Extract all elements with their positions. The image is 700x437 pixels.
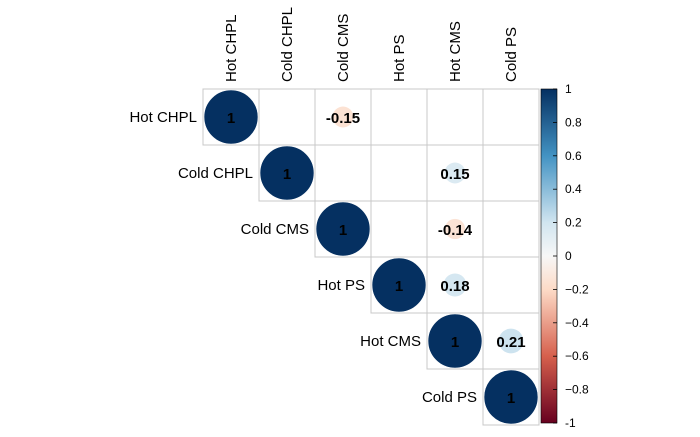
legend-tick-label: 0: [565, 249, 572, 263]
correlation-value-label: 1: [507, 390, 515, 407]
correlation-value-label: 1: [283, 166, 291, 183]
correlation-circle-cold-chpl-hot-cms: [444, 162, 466, 184]
correlation-value-label: 0.21: [496, 334, 525, 351]
grid-cell: [482, 200, 540, 258]
correlation-value-label: 1: [339, 222, 347, 239]
correlation-circle-hot-chpl-cold-cms: [332, 106, 354, 128]
grid-cell: [370, 200, 428, 258]
row-label-cold-ps: Cold PS: [422, 389, 477, 406]
column-label-hot-ps: Hot PS: [391, 34, 408, 82]
column-labels: Hot CHPL Cold CHPL Cold CMS Hot PS Hot CMS Co…: [223, 7, 520, 82]
column-label-hot-cms: Hot CMS: [447, 21, 464, 82]
correlation-circle-hot-cms-hot-cms: [427, 313, 483, 369]
row-label-hot-chpl: Hot CHPL: [129, 109, 197, 126]
grid-cell: [370, 88, 428, 146]
correlation-circle-cold-chpl-cold-chpl: [259, 145, 315, 201]
correlation-value-label: 0.18: [440, 278, 469, 295]
correlation-circle-hot-ps-hot-cms: [443, 273, 467, 297]
grid-cell: [482, 88, 540, 146]
row-label-hot-cms: Hot CMS: [360, 333, 421, 350]
correlation-value-label: 1: [395, 278, 403, 295]
correlation-value-label: -0.14: [438, 222, 473, 239]
grid-cells: [202, 88, 540, 426]
color-legend: 1 0.8 0.6 0.4 0.2 0 −0.2 −0.4 −0.6 −0.8 -1: [540, 82, 589, 430]
column-label-cold-chpl: Cold CHPL: [279, 7, 296, 82]
legend-tick-label: 0.2: [565, 216, 582, 230]
legend-tick-label: 0.6: [565, 149, 582, 163]
row-label-hot-ps: Hot PS: [317, 277, 365, 294]
grid-cell: [482, 144, 540, 202]
grid-cell: [426, 88, 484, 146]
correlation-circle-hot-cms-cold-ps: [498, 328, 524, 354]
legend-tick-label: −0.6: [565, 349, 589, 363]
grid-cell: [482, 256, 540, 314]
correlation-circle-cold-cms-hot-cms: [444, 218, 466, 240]
legend-tick-label: -1: [565, 416, 576, 430]
legend-tick-label: 0.4: [565, 182, 582, 196]
grid-cell: [258, 88, 316, 146]
correlation-values: 1 -0.15 1 0.15 1 -0.14 1 0.18 1 0.21 1: [227, 110, 526, 407]
correlation-circle-hot-chpl-hot-chpl: [203, 89, 259, 145]
grid-cell: [482, 368, 540, 426]
correlation-value-label: -0.15: [326, 110, 360, 127]
row-labels: Hot CHPL Cold CHPL Cold CMS Hot PS Hot CMS Co…: [129, 109, 477, 406]
column-label-hot-chpl: Hot CHPL: [223, 14, 240, 82]
grid-cell: [314, 144, 372, 202]
correlation-circle-cold-ps-cold-ps: [483, 369, 539, 425]
legend-tick-label: 0.8: [565, 115, 582, 129]
legend-tick-label: −0.8: [565, 383, 589, 397]
legend-tick-label: 1: [565, 82, 572, 96]
correlation-value-label: 1: [451, 334, 459, 351]
legend-tick-label: −0.2: [565, 282, 589, 296]
correlation-circle-cold-cms-cold-cms: [315, 201, 371, 257]
column-label-cold-ps: Cold PS: [503, 27, 520, 82]
correlation-value-label: 0.15: [440, 166, 469, 183]
row-label-cold-cms: Cold CMS: [241, 221, 309, 238]
correlation-circle-hot-ps-hot-ps: [371, 257, 427, 313]
correlation-value-label: 1: [227, 110, 235, 127]
grid-cell: [370, 144, 428, 202]
column-label-cold-cms: Cold CMS: [335, 14, 352, 82]
row-label-cold-chpl: Cold CHPL: [178, 165, 253, 182]
correlation-circles: [203, 89, 539, 425]
legend-tick-label: −0.4: [565, 316, 589, 330]
